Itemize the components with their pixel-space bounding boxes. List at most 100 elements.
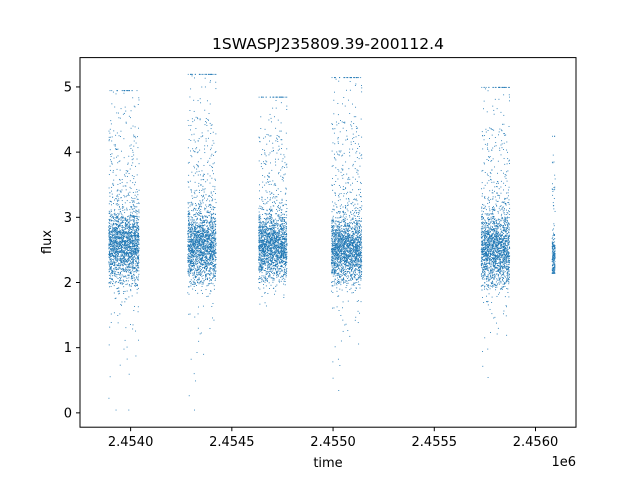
- data-point: [187, 203, 189, 205]
- data-point: [114, 241, 116, 243]
- data-point: [189, 234, 191, 236]
- data-point: [133, 285, 135, 287]
- data-point: [125, 232, 127, 234]
- data-point: [283, 274, 284, 276]
- data-point: [189, 255, 190, 257]
- data-point: [108, 397, 110, 399]
- data-point: [191, 224, 193, 225]
- data-point: [124, 90, 126, 92]
- data-point: [117, 269, 119, 270]
- data-point: [194, 167, 196, 169]
- data-point: [121, 246, 123, 248]
- data-point: [118, 292, 120, 294]
- data-point: [128, 228, 130, 230]
- data-point: [113, 248, 115, 250]
- data-point: [111, 237, 113, 239]
- data-point: [205, 253, 207, 255]
- data-point: [285, 274, 287, 276]
- data-point: [110, 249, 112, 251]
- data-point: [205, 138, 207, 140]
- data-point: [117, 232, 118, 234]
- data-point: [269, 222, 271, 224]
- data-point: [128, 230, 130, 232]
- data-point: [130, 188, 132, 189]
- data-point: [211, 264, 213, 266]
- data-point: [211, 256, 213, 258]
- data-point: [207, 237, 208, 239]
- data-point: [118, 230, 120, 232]
- data-point: [191, 269, 193, 271]
- data-point: [199, 246, 201, 248]
- data-point: [126, 346, 128, 348]
- data-point: [277, 244, 278, 246]
- data-point: [197, 166, 199, 168]
- data-point: [187, 215, 189, 217]
- data-point: [128, 263, 130, 264]
- data-point: [135, 243, 137, 244]
- data-point: [116, 240, 118, 242]
- data-point: [214, 186, 216, 188]
- data-point: [119, 272, 121, 274]
- data-point: [213, 232, 215, 234]
- data-point: [267, 233, 268, 235]
- data-point: [188, 242, 190, 243]
- data-point: [138, 267, 140, 269]
- data-point: [194, 250, 196, 251]
- data-point: [212, 258, 214, 260]
- data-point: [113, 234, 115, 236]
- data-point: [202, 264, 203, 266]
- data-point: [132, 268, 134, 270]
- data-point: [196, 189, 198, 191]
- data-point: [191, 228, 193, 230]
- data-point: [120, 232, 122, 233]
- data-point: [136, 196, 138, 198]
- data-point: [108, 203, 110, 205]
- data-point: [130, 226, 132, 228]
- data-point: [124, 185, 126, 187]
- data-point: [131, 246, 133, 248]
- data-point: [281, 148, 282, 149]
- data-point: [198, 340, 200, 342]
- data-point: [197, 313, 199, 315]
- data-point: [260, 166, 262, 168]
- data-point: [119, 239, 121, 241]
- data-point: [115, 242, 117, 244]
- data-point: [108, 271, 110, 273]
- data-point: [269, 217, 271, 219]
- data-point: [200, 245, 201, 247]
- data-point: [120, 219, 122, 221]
- data-point: [283, 223, 285, 225]
- data-point: [114, 241, 116, 242]
- data-point: [127, 163, 129, 165]
- data-point: [115, 226, 117, 228]
- data-point: [202, 283, 204, 285]
- data-point: [208, 252, 210, 253]
- data-point: [138, 202, 140, 204]
- data-point: [280, 175, 282, 177]
- data-point: [136, 264, 138, 266]
- data-point: [127, 219, 129, 221]
- data-point: [129, 186, 131, 188]
- data-point: [137, 238, 139, 240]
- data-point: [115, 254, 117, 256]
- data-point: [117, 278, 119, 279]
- data-point: [270, 247, 272, 249]
- data-point: [212, 250, 214, 252]
- data-point: [201, 230, 203, 232]
- data-point: [119, 218, 121, 220]
- data-point: [200, 235, 202, 236]
- data-point: [209, 293, 211, 295]
- data-point: [278, 244, 280, 245]
- data-point: [267, 253, 269, 255]
- data-point: [199, 252, 201, 254]
- data-point: [274, 251, 276, 253]
- data-point: [119, 251, 120, 253]
- data-point: [210, 219, 212, 221]
- data-point: [126, 255, 128, 257]
- data-point: [117, 251, 119, 253]
- data-point: [112, 241, 114, 243]
- data-point: [195, 255, 197, 257]
- data-point: [122, 204, 124, 206]
- data-point: [210, 280, 212, 281]
- data-point: [126, 220, 128, 222]
